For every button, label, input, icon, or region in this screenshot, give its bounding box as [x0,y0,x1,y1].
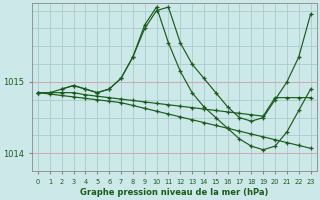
X-axis label: Graphe pression niveau de la mer (hPa): Graphe pression niveau de la mer (hPa) [80,188,268,197]
